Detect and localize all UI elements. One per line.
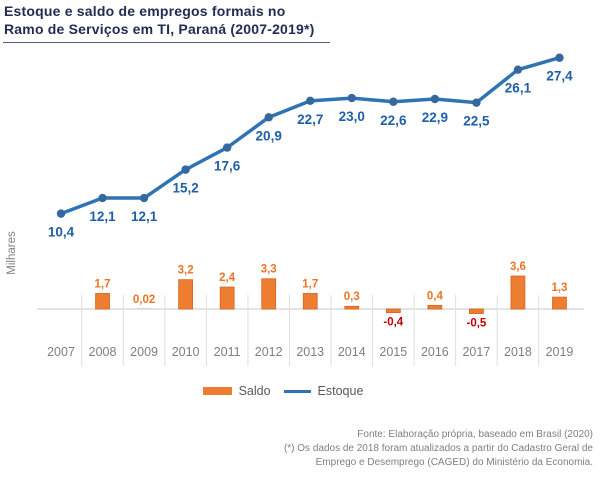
estoque-label-2009: 12,1 [131,209,158,224]
year-label-2013: 2013 [296,345,324,359]
legend-saldo-label: Saldo [238,384,271,398]
estoque-label-2012: 20,9 [256,128,282,143]
estoque-point-2018 [513,65,523,74]
bar-label-2009: 0,02 [133,294,155,306]
bar-label-2011: 2,4 [219,272,236,284]
chart-title-line2: Ramo de Serviços em TI, Paraná (2007-201… [4,21,315,37]
year-label-2012: 2012 [255,345,283,359]
estoque-point-2015 [389,97,398,106]
bar-2010 [178,279,193,310]
year-label-2019: 2019 [546,345,574,359]
estoque-point-2017 [472,98,481,107]
estoque-label-2011: 17,6 [214,159,241,174]
bar-label-2018: 3,6 [510,261,526,273]
bar-label-2012: 3,3 [261,264,277,276]
bar-2016 [427,304,443,310]
bar-label-2019: 1,3 [551,282,567,294]
estoque-point-2009 [139,193,149,203]
estoque-label-2019: 27,4 [546,69,573,84]
chart-title-line1: Estoque e saldo de empregos formais no [4,3,286,19]
estoque-line-swatch-icon [283,389,311,393]
estoque-label-2014: 23,0 [339,109,365,124]
bar-2013 [302,293,318,310]
year-label-2018: 2018 [504,345,532,359]
saldo-swatch-icon [202,387,232,395]
estoque-label-2013: 22,7 [297,112,323,127]
bar-2012 [261,278,277,310]
footnote-line2: Emprego e Desemprego (CAGED) do Ministér… [315,457,593,468]
footnote-line1: (*) Os dados de 2018 foram atualizados a… [283,443,593,454]
bar-2019 [552,296,567,310]
estoque-label-2007: 10,4 [48,225,75,240]
legend-item-saldo: Saldo [202,384,271,398]
estoque-point-2019 [555,53,564,62]
chart-title: Estoque e saldo de empregos formais no R… [4,2,315,38]
estoque-point-2007 [56,209,66,218]
year-label-2014: 2014 [338,345,366,359]
title-underline [3,42,330,43]
source-note: Fonte: Elaboração própria, baseado em Br… [284,428,593,470]
year-label-2015: 2015 [379,345,407,359]
estoque-label-2017: 22,5 [463,114,490,129]
year-label-2016: 2016 [421,345,449,359]
bar-label-2013: 1,7 [302,278,318,290]
bar-2008 [95,293,110,310]
estoque-point-2008 [98,193,107,203]
bar-label-2016: 0,4 [427,290,444,302]
year-label-2010: 2010 [172,345,200,359]
y-axis-label: Milhares [6,231,18,275]
source-line: Fonte: Elaboração própria, baseado em Br… [357,429,593,440]
bar-2014 [344,305,360,310]
bar-2011 [219,286,235,310]
estoque-label-2015: 22,6 [380,113,407,128]
bar-label-2010: 3,2 [178,265,194,277]
estoque-label-2016: 22,9 [422,110,448,125]
year-label-2017: 2017 [462,345,490,359]
legend-item-estoque: Estoque [283,384,364,398]
estoque-label-2018: 26,1 [505,81,532,96]
bar-label-2015: -0,4 [383,317,403,329]
year-label-2011: 2011 [214,345,241,359]
estoque-point-2010 [181,165,190,174]
bar-2017 [469,308,484,314]
year-label-2008: 2008 [89,345,117,359]
bar-label-2014: 0,3 [344,291,360,303]
estoque-point-2016 [430,94,440,104]
estoque-point-2013 [306,96,315,106]
estoque-point-2012 [264,113,273,122]
year-label-2009: 2009 [130,345,158,359]
chart-area: 1,7 0,02 3,2 2,4 3,3 1,7 0,3 -0,4 0,4 -0,5 3,6 1,3 1… [6,53,584,366]
estoque-label-2008: 12,1 [89,209,116,224]
estoque-label-2010: 15,2 [172,181,198,196]
estoque-line [59,55,562,216]
bar-2015 [385,308,401,314]
bar-label-2008: 1,7 [95,278,111,290]
year-label-2007: 2007 [47,345,75,359]
legend-estoque-label: Estoque [317,384,364,398]
estoque-point-2011 [222,143,232,152]
legend: Saldo Estoque [0,384,583,398]
bar-label-2017: -0,5 [466,318,486,330]
estoque-point-2014 [347,93,356,103]
bar-2018 [510,275,526,310]
